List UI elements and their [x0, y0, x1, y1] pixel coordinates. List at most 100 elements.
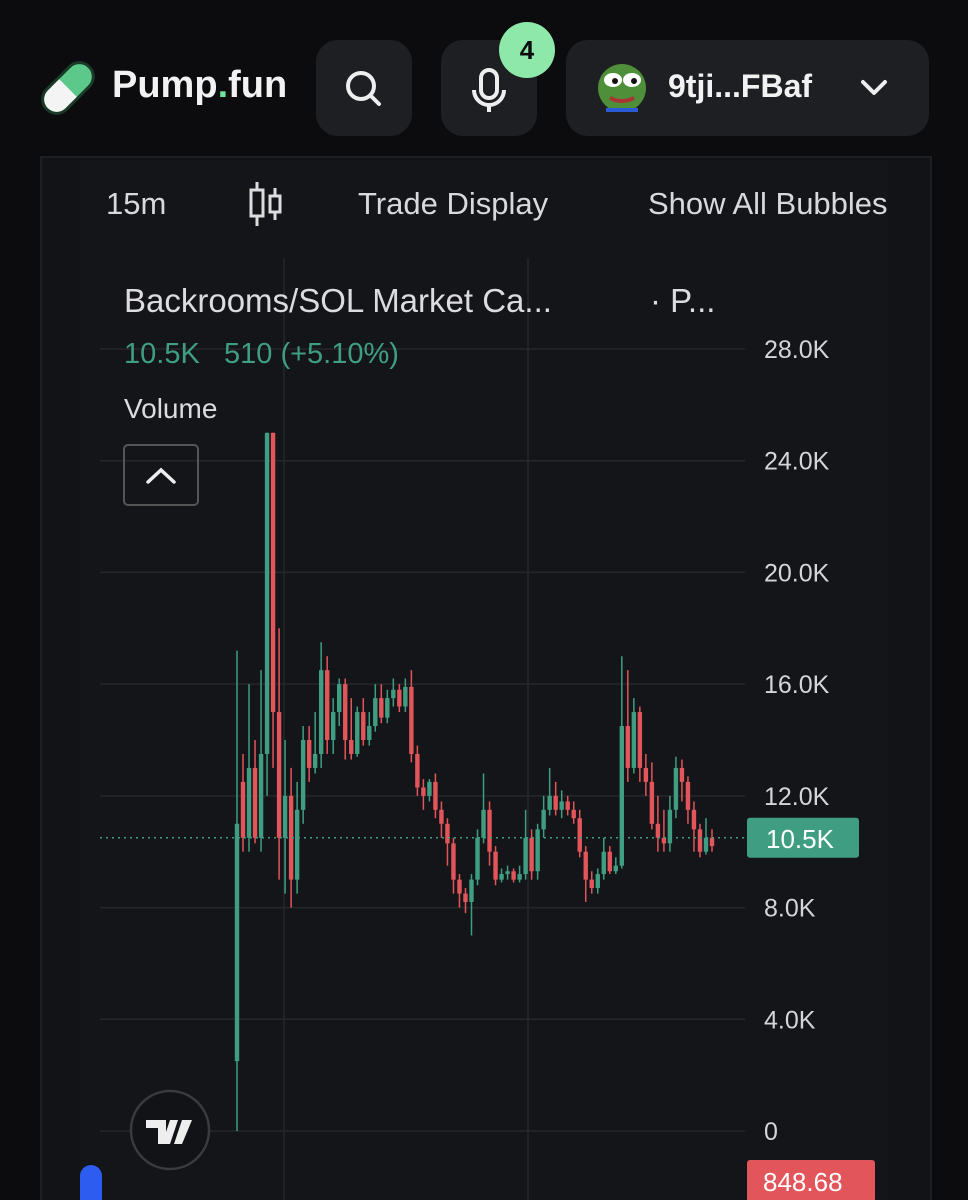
candle-body — [643, 767, 649, 782]
candle-body — [685, 781, 691, 810]
candle-body — [294, 809, 300, 880]
wallet-button[interactable] — [566, 40, 929, 136]
chart-title-suffix: · P... — [650, 282, 715, 319]
search-icon — [346, 71, 381, 106]
candle-body — [331, 712, 336, 740]
candle-body — [312, 753, 318, 768]
candle-body — [559, 801, 564, 810]
candle-body — [673, 767, 679, 810]
candle-body — [553, 795, 558, 810]
candle-body — [529, 837, 534, 872]
candle-body — [523, 837, 528, 875]
candle-body — [409, 686, 414, 754]
candle-body — [517, 874, 522, 880]
volume-label: Volume — [124, 393, 217, 424]
candle-body — [535, 829, 540, 872]
candle-body — [679, 767, 685, 782]
candle-body — [433, 781, 438, 810]
candle-body — [415, 753, 420, 788]
last-volume-label: 848.68 — [763, 1167, 843, 1197]
brand-part: Pump — [112, 64, 218, 106]
brand-part: fun — [228, 64, 288, 106]
brand: Pump.fun — [112, 64, 287, 107]
candle-body — [373, 698, 378, 727]
candle-body — [583, 851, 588, 880]
candle-body — [481, 809, 486, 838]
chart-title: Backrooms/SOL Market Ca... — [124, 282, 552, 319]
candle-body — [649, 781, 655, 824]
chart-area — [80, 160, 888, 1200]
candle-body — [451, 843, 456, 880]
interval-button[interactable]: 15m — [106, 186, 167, 221]
candle-body — [697, 829, 703, 852]
candle-body — [300, 740, 306, 810]
candle-body — [691, 809, 697, 830]
last-volume-tag — [747, 1160, 875, 1200]
candle-body — [505, 871, 510, 875]
candle-body — [637, 712, 643, 768]
candle-body — [457, 879, 462, 894]
candle-body — [667, 809, 673, 844]
candle-body — [625, 726, 631, 768]
legend-value: 10.5K — [124, 338, 200, 370]
search-button[interactable] — [316, 40, 412, 136]
candle-body — [288, 795, 294, 880]
candle-body — [601, 851, 606, 875]
notification-badge: 4 — [499, 22, 555, 78]
candle-body — [571, 809, 576, 819]
brand-part: . — [217, 64, 229, 106]
candle-body — [403, 686, 408, 707]
candle-body — [427, 781, 432, 796]
candle-body — [379, 698, 384, 718]
candle-body — [270, 432, 276, 713]
candle-body — [607, 851, 612, 872]
candle-body — [258, 753, 264, 838]
y-tick-label: 28.0K — [764, 336, 830, 364]
y-tick-label: 0 — [764, 1118, 778, 1146]
candle-body — [324, 670, 330, 740]
candle-body — [421, 787, 426, 796]
candle-body — [282, 795, 288, 838]
trade-display-button[interactable]: Trade Display — [358, 186, 549, 221]
candle-type-button[interactable] — [246, 180, 286, 228]
y-tick-label: 16.0K — [764, 671, 830, 699]
candle-body — [252, 767, 258, 838]
collapse-icon — [146, 467, 176, 484]
side-handle[interactable] — [80, 1165, 102, 1200]
candle-body — [487, 809, 492, 852]
candle-body — [631, 712, 637, 768]
candle-body — [397, 689, 402, 707]
candle-body — [703, 837, 709, 852]
logo — [41, 61, 95, 115]
candle-body — [385, 698, 390, 718]
last-price-label: 10.5K — [766, 824, 835, 854]
candle-body — [306, 740, 312, 768]
candle-body — [547, 795, 552, 810]
candle-body — [475, 837, 480, 880]
candle-body — [577, 818, 582, 852]
candle-body — [337, 684, 342, 713]
candle-body — [445, 823, 450, 844]
collapse-button[interactable] — [123, 444, 199, 506]
mic-icon — [472, 68, 506, 112]
candle-body — [613, 865, 618, 872]
candle-body — [234, 823, 240, 1062]
candle-body — [246, 767, 252, 838]
tv-logo-mark — [146, 1120, 192, 1144]
candle-body — [361, 712, 366, 740]
candle-body — [589, 879, 594, 889]
candle-body — [619, 726, 625, 866]
candle-body — [661, 837, 667, 844]
candle-body — [511, 871, 516, 880]
candle-body — [469, 879, 474, 902]
candle-body — [463, 893, 468, 902]
bubbles-button[interactable]: Show All Bubbles — [648, 186, 888, 221]
y-tick-label: 12.0K — [764, 783, 830, 811]
candle-body — [276, 712, 282, 838]
candle-body — [355, 712, 360, 754]
candle-body — [391, 689, 396, 699]
candle-body — [655, 823, 661, 838]
candle-body — [709, 837, 715, 847]
